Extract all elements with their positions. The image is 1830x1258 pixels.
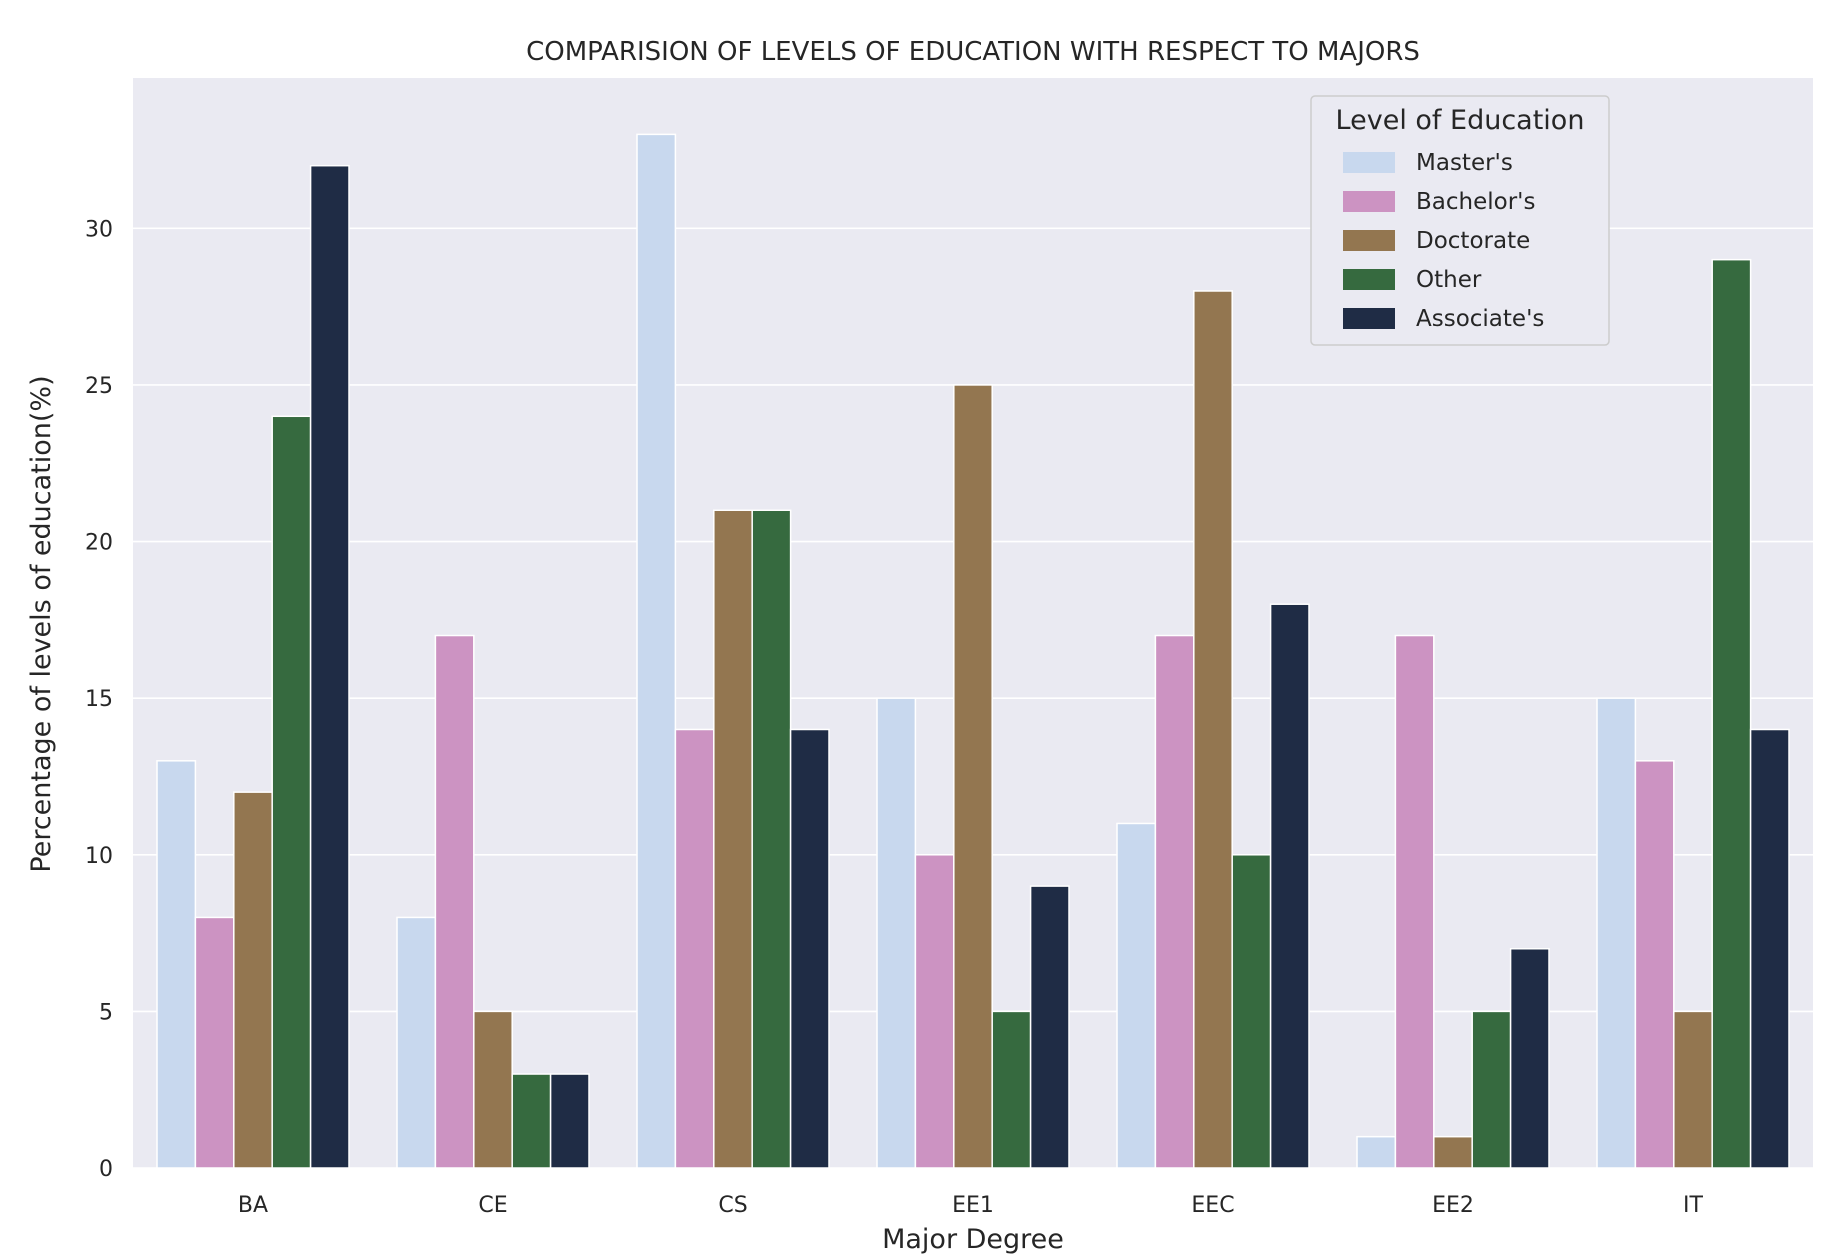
bar-CE-other[interactable] (511, 1073, 552, 1169)
bar-BA-doctorate[interactable] (233, 791, 273, 1169)
y-tick-label-20: 20 (85, 531, 113, 556)
legend-swatch-associates (1343, 308, 1395, 329)
x-tick-label-CS: CS (718, 1193, 747, 1218)
legend-title: Level of Education (1336, 105, 1585, 136)
x-axis-label: Major Degree (882, 1224, 1064, 1255)
legend-label-other: Other (1416, 267, 1482, 293)
bar-CE-masters[interactable] (396, 916, 437, 1169)
y-tick-label-10: 10 (85, 844, 113, 869)
bar-EE1-doctorate[interactable] (953, 384, 993, 1169)
x-tick-label-EEC: EEC (1191, 1193, 1234, 1218)
legend-swatch-bachelors (1343, 191, 1395, 212)
bar-BA-masters[interactable] (156, 760, 197, 1169)
bar-IT-other[interactable] (1711, 258, 1752, 1169)
x-tick-labels: BA CE CS EE1 EEC EE2 IT (238, 1193, 1704, 1218)
bar-EE2-bachelors[interactable] (1394, 634, 1435, 1169)
bar-IT-associates[interactable] (1749, 728, 1790, 1169)
bar-IT-doctorate[interactable] (1673, 1010, 1713, 1169)
bar-EE1-bachelors[interactable] (914, 854, 955, 1169)
y-tick-label-15: 15 (85, 687, 113, 712)
bar-CE-bachelors[interactable] (434, 634, 475, 1169)
bar-EE2-masters[interactable] (1356, 1135, 1397, 1169)
legend-swatch-doctorate (1343, 230, 1395, 251)
y-tick-label-25: 25 (85, 374, 113, 399)
legend-items: Master's Bachelor's Doctorate Other Associat… (1343, 150, 1544, 332)
bar-EE1-associates[interactable] (1029, 885, 1070, 1169)
bar-CE-associates[interactable] (549, 1073, 590, 1169)
bar-EEC-associates[interactable] (1269, 603, 1310, 1169)
x-tick-label-IT: IT (1683, 1193, 1703, 1218)
legend-label-bachelors: Bachelor's (1416, 189, 1535, 215)
bar-BA-other[interactable] (271, 415, 312, 1169)
bar-CE-doctorate[interactable] (473, 1010, 513, 1169)
x-tick-label-CE: CE (478, 1193, 507, 1218)
x-tick-label-BA: BA (238, 1193, 268, 1218)
bar-EEC-masters[interactable] (1116, 822, 1157, 1169)
legend-label-doctorate: Doctorate (1416, 228, 1530, 254)
legend[interactable]: Level of Education Master's Bachelor's Doc… (1310, 95, 1610, 346)
bar-CS-bachelors[interactable] (674, 728, 715, 1169)
legend-swatch-other (1343, 269, 1395, 290)
bar-BA-bachelors[interactable] (194, 916, 235, 1169)
bar-EEC-other[interactable] (1231, 854, 1272, 1169)
bar-CS-associates[interactable] (789, 728, 830, 1169)
bar-EE2-doctorate[interactable] (1433, 1135, 1473, 1169)
bar-BA-associates[interactable] (309, 164, 350, 1169)
y-axis-label: Percentage of levels of education(%) (26, 375, 57, 872)
bar-CS-doctorate[interactable] (713, 509, 753, 1169)
x-tick-label-EE1: EE1 (952, 1193, 994, 1218)
bar-EE2-other[interactable] (1471, 1010, 1512, 1169)
bar-EE1-other[interactable] (991, 1010, 1032, 1169)
bar-EE1-masters[interactable] (876, 697, 917, 1169)
bars (156, 133, 1790, 1169)
bar-CS-masters[interactable] (636, 133, 677, 1169)
bar-EE2-associates[interactable] (1509, 947, 1550, 1169)
y-tick-label-30: 30 (85, 217, 113, 242)
bar-EEC-bachelors[interactable] (1154, 634, 1195, 1169)
y-tick-label-5: 5 (99, 1000, 113, 1025)
bar-IT-masters[interactable] (1596, 697, 1637, 1169)
y-tick-labels: 0 5 10 15 20 25 30 (85, 217, 113, 1182)
bar-IT-bachelors[interactable] (1634, 760, 1675, 1169)
chart-title: COMPARISION OF LEVELS OF EDUCATION WITH … (526, 37, 1420, 67)
legend-label-associates: Associate's (1416, 306, 1544, 332)
bar-CS-other[interactable] (751, 509, 792, 1169)
bar-EEC-doctorate[interactable] (1193, 290, 1233, 1169)
legend-swatch-masters (1343, 152, 1395, 173)
x-tick-label-EE2: EE2 (1432, 1193, 1474, 1218)
y-tick-label-0: 0 (99, 1157, 113, 1182)
legend-label-masters: Master's (1416, 150, 1513, 176)
